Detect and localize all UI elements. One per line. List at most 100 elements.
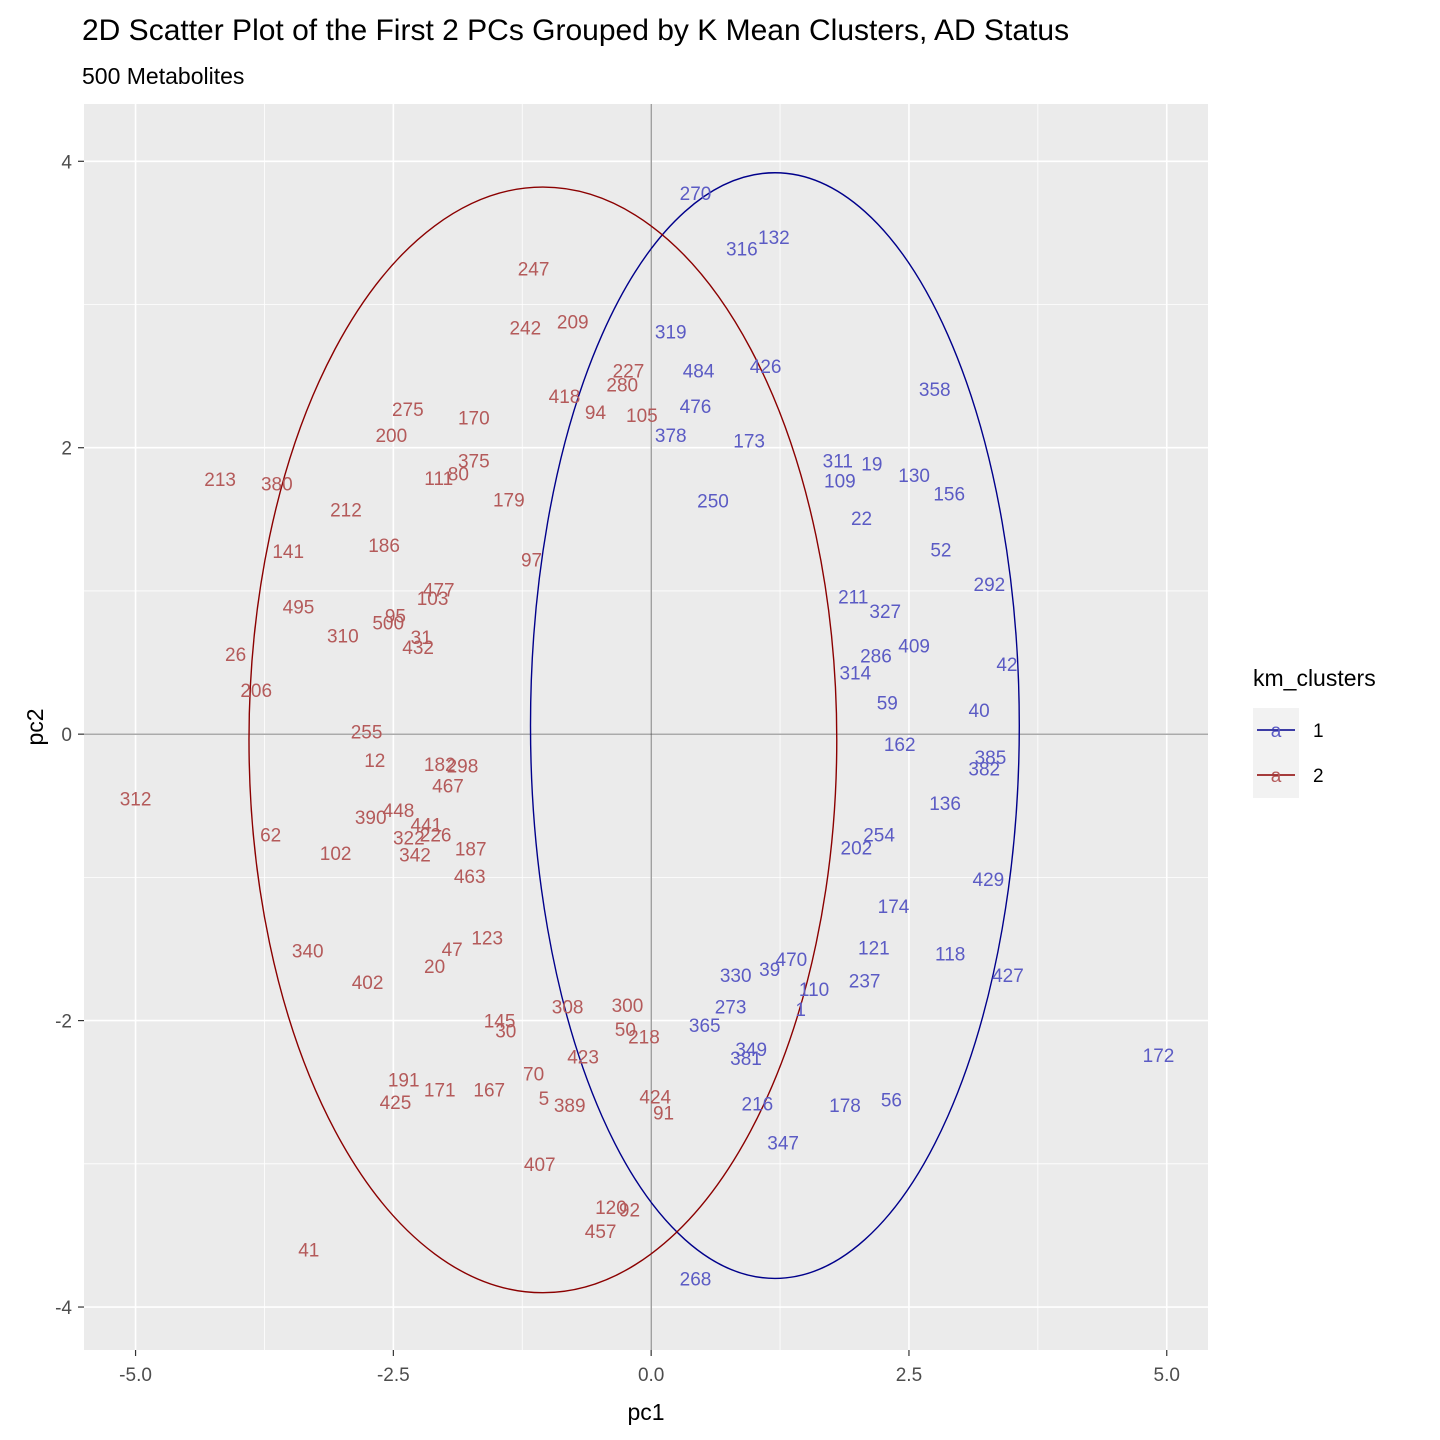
point-label-cluster-2: 145: [484, 1012, 516, 1033]
grid-minor: [84, 104, 1208, 1350]
legend-title: km_clusters: [1253, 665, 1376, 691]
point-label-cluster-2: 312: [120, 790, 152, 811]
point-label-cluster-2: 103: [417, 589, 449, 610]
point-label-cluster-1: 409: [898, 636, 930, 657]
point-label-cluster-2: 191: [388, 1070, 420, 1091]
point-label-cluster-2: 95: [385, 606, 406, 627]
x-axis-ticks: -5.0 -2.5 0.0 2.5 5.0: [119, 1350, 1180, 1386]
point-label-cluster-1: 39: [759, 960, 780, 981]
point-label-cluster-2: 31: [411, 628, 432, 649]
legend-label-2: 2: [1313, 766, 1324, 787]
point-label-cluster-1: 254: [863, 825, 895, 846]
point-label-cluster-2: 102: [320, 844, 352, 865]
point-label-cluster-2: 94: [585, 403, 607, 424]
x-tick-label: 5.0: [1154, 1365, 1180, 1386]
point-label-cluster-1: 381: [730, 1049, 762, 1070]
point-label-cluster-1: 314: [839, 664, 871, 685]
point-label-cluster-2: 380: [261, 475, 293, 496]
point-label-cluster-2: 123: [471, 929, 503, 950]
point-label-cluster-2: 179: [493, 490, 525, 511]
legend-label-1: 1: [1313, 721, 1324, 742]
point-label-cluster-1: 1: [795, 1000, 806, 1021]
point-label-cluster-2: 463: [454, 867, 486, 888]
legend-key-glyph-2: a: [1271, 766, 1282, 787]
x-tick-label: -5.0: [119, 1365, 152, 1386]
point-label-cluster-2: 41: [298, 1241, 319, 1262]
point-label-cluster-1: 202: [841, 838, 873, 859]
point-label-cluster-1: 42: [996, 655, 1017, 676]
point-label-cluster-2: 50: [615, 1020, 636, 1041]
point-label-cluster-1: 311: [823, 452, 853, 473]
point-label-cluster-1: 347: [767, 1133, 799, 1154]
point-label-cluster-2: 425: [380, 1093, 412, 1114]
legend-item-1: a 1: [1257, 721, 1324, 742]
point-label-cluster-1: 330: [720, 966, 752, 987]
point-label-cluster-2: 423: [567, 1047, 599, 1068]
y-axis-ticks: -4 -2 0 2 4: [55, 152, 84, 1319]
point-label-cluster-1: 378: [655, 426, 687, 447]
point-label-cluster-1: 130: [898, 466, 930, 487]
plot-panel: [84, 104, 1208, 1350]
point-label-cluster-2: 407: [524, 1155, 556, 1176]
point-label-cluster-1: 319: [655, 323, 687, 344]
point-label-cluster-2: 92: [619, 1201, 640, 1222]
point-label-cluster-1: 59: [877, 694, 898, 715]
point-label-cluster-2: 97: [521, 550, 542, 571]
point-label-cluster-2: 340: [292, 941, 324, 962]
point-label-cluster-1: 174: [878, 897, 910, 918]
point-label-cluster-2: 62: [260, 825, 281, 846]
x-tick-label: 2.5: [896, 1365, 922, 1386]
point-label-cluster-1: 427: [992, 966, 1024, 987]
point-label-cluster-2: 310: [327, 626, 359, 647]
point-label-cluster-1: 426: [750, 357, 782, 378]
y-tick-label: 4: [61, 152, 72, 173]
point-label-cluster-2: 206: [240, 681, 272, 702]
point-label-cluster-2: 308: [552, 997, 584, 1018]
point-label-cluster-2: 227: [613, 361, 645, 382]
point-label-cluster-2: 280: [606, 376, 638, 397]
point-label-cluster-1: 470: [776, 950, 808, 971]
point-label-cluster-1: 237: [849, 971, 881, 992]
point-label-cluster-2: 209: [557, 313, 589, 334]
point-label-cluster-1: 292: [974, 575, 1006, 596]
point-label-cluster-2: 402: [352, 973, 384, 994]
chart-subtitle: 500 Metabolites: [82, 63, 244, 89]
y-tick-label: 2: [61, 439, 72, 460]
point-label-cluster-2: 218: [628, 1027, 660, 1048]
point-label-cluster-2: 322: [393, 828, 425, 849]
ellipse-cluster-1: [529, 172, 1020, 1280]
y-axis-title: pc2: [22, 708, 48, 745]
x-tick-label: -2.5: [377, 1365, 410, 1386]
point-label-cluster-1: 268: [680, 1269, 712, 1290]
point-label-cluster-2: 200: [375, 426, 407, 447]
point-label-cluster-2: 70: [523, 1065, 544, 1086]
point-label-cluster-1: 484: [683, 361, 715, 382]
point-label-cluster-1: 173: [733, 432, 765, 453]
point-label-cluster-1: 327: [869, 602, 901, 623]
point-label-cluster-2: 424: [639, 1088, 671, 1109]
point-label-cluster-1: 40: [969, 701, 990, 722]
point-label-cluster-2: 20: [424, 957, 445, 978]
point-label-cluster-2: 226: [420, 825, 452, 846]
point-label-cluster-2: 390: [355, 808, 387, 829]
point-label-cluster-1: 121: [858, 939, 890, 960]
point-label-cluster-1: 118: [935, 944, 965, 965]
point-label-cluster-2: 182: [424, 755, 456, 776]
point-label-cluster-1: 382: [968, 760, 1000, 781]
point-label-cluster-1: 250: [697, 492, 729, 513]
point-label-cluster-2: 342: [399, 845, 431, 866]
point-label-cluster-2: 187: [455, 840, 487, 861]
point-label-cluster-2: 120: [595, 1198, 627, 1219]
point-label-cluster-2: 477: [423, 581, 455, 602]
zero-lines: [84, 104, 1208, 1350]
point-label-cluster-2: 300: [612, 996, 644, 1017]
point-label-cluster-2: 298: [447, 757, 479, 778]
chart-title: 2D Scatter Plot of the First 2 PCs Group…: [82, 14, 1069, 47]
point-label-cluster-1: 109: [824, 472, 856, 493]
point-label-cluster-2: 26: [225, 645, 246, 666]
point-label-cluster-1: 349: [735, 1040, 767, 1061]
point-label-cluster-2: 170: [458, 409, 490, 430]
point-label-cluster-2: 457: [585, 1222, 617, 1243]
point-label-cluster-1: 156: [933, 485, 965, 506]
